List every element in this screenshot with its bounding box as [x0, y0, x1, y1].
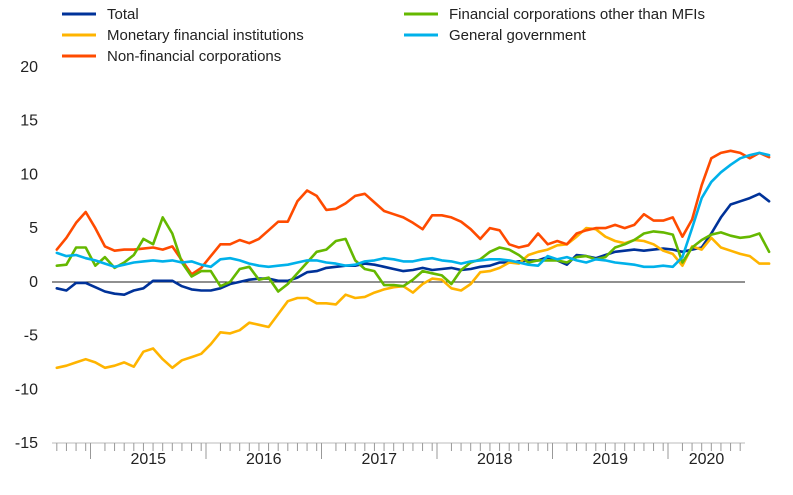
legend-label: Non-financial corporations: [107, 48, 281, 65]
x-axis: 2015 2016 2017 2018 2019 2020: [52, 442, 745, 468]
y-axis: -15 -10 -5 0 5 10 15 20: [15, 59, 38, 452]
legend-label: Monetary financial institutions: [107, 27, 304, 44]
legend-item: Non-financial corporations: [62, 48, 281, 65]
series-line-4: [55, 216, 771, 293]
y-tick-label: 0: [29, 274, 38, 291]
legend-item: Monetary financial institutions: [62, 27, 304, 44]
y-tick-label: 20: [20, 59, 38, 76]
series-line-1: [55, 192, 771, 297]
legend: Total Monetary financial institutions Non-…: [62, 6, 705, 65]
y-tick-label: 10: [20, 166, 38, 183]
series-lines: [55, 149, 771, 370]
legend-item: General government: [404, 27, 587, 44]
y-tick-label: -10: [15, 381, 38, 398]
year-label: 2016: [246, 451, 282, 468]
series-line-5: [55, 151, 771, 269]
series-line-3: [55, 149, 771, 276]
y-tick-label: -15: [15, 435, 38, 452]
legend-item: Total: [62, 6, 139, 23]
year-label: 2020: [689, 451, 725, 468]
series-line-2: [55, 226, 771, 370]
year-label: 2015: [130, 451, 166, 468]
legend-label: Total: [107, 6, 139, 23]
y-tick-label: 5: [29, 220, 38, 237]
legend-label: General government: [449, 27, 587, 44]
y-tick-label: 15: [20, 113, 38, 130]
year-label: 2018: [477, 451, 513, 468]
legend-item: Financial corporations other than MFIs: [404, 6, 705, 23]
y-tick-label: -5: [24, 328, 38, 345]
legend-label: Financial corporations other than MFIs: [449, 6, 705, 23]
year-label: 2017: [361, 451, 397, 468]
year-label: 2019: [592, 451, 628, 468]
